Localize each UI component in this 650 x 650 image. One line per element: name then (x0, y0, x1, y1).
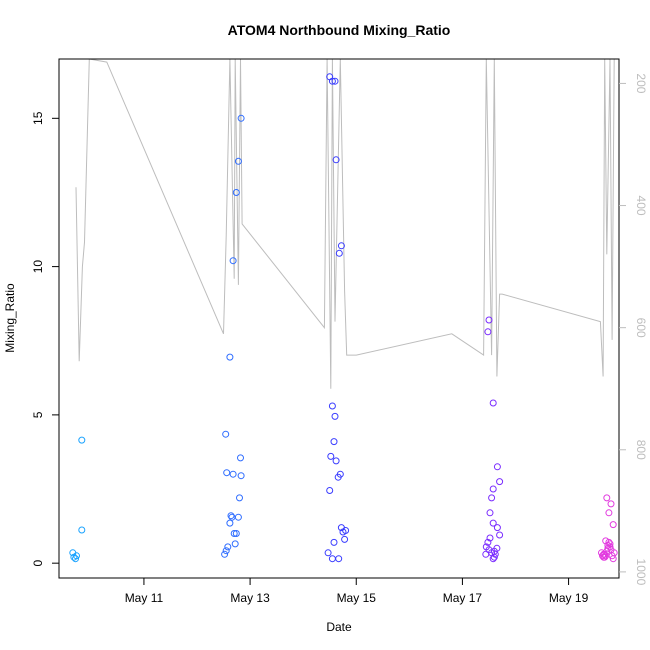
x-tick-label: May 19 (549, 591, 589, 605)
data-point (78, 436, 86, 444)
data-point (328, 77, 336, 85)
data-point (234, 157, 242, 165)
data-point (230, 530, 238, 537)
data-point (486, 534, 494, 542)
chart-title: ATOM4 Northbound Mixing_Ratio (228, 22, 451, 38)
y-tick-label: 0 (31, 560, 45, 567)
data-point (342, 527, 350, 534)
data-point (332, 457, 340, 465)
data-point (491, 550, 499, 558)
data-point (232, 530, 240, 537)
data-point (223, 469, 231, 477)
data-point (496, 531, 504, 539)
data-point (331, 412, 339, 420)
data-point (493, 463, 501, 471)
data-points (69, 73, 618, 563)
data-point (72, 555, 79, 563)
data-point (604, 544, 612, 552)
x-axis: May 11 May 13 May 15 May 17 May 19 (125, 578, 589, 605)
x-axis-title: Date (326, 620, 352, 634)
data-point (229, 470, 237, 478)
data-point (489, 485, 497, 493)
y-tick-label: 5 (31, 411, 45, 418)
data-point (484, 328, 492, 336)
data-point (485, 316, 493, 324)
data-point (231, 540, 239, 548)
data-point (222, 430, 230, 438)
data-point (330, 438, 338, 446)
data-point (227, 512, 235, 520)
data-point (221, 550, 229, 558)
data-point (482, 550, 490, 558)
data-point (496, 478, 504, 486)
y2-tick-label: 1000 (634, 559, 648, 586)
data-point (489, 519, 497, 527)
data-point (226, 353, 234, 361)
data-point (224, 543, 232, 551)
data-point (490, 553, 498, 561)
data-point (341, 535, 349, 543)
data-point (605, 509, 613, 517)
right-axis: 200 400 600 800 1000 (619, 73, 648, 586)
right-axis-series (75, 59, 615, 389)
data-point (609, 521, 617, 529)
plot-frame (58, 58, 620, 579)
data-point (328, 402, 336, 410)
x-tick-label: May 17 (443, 591, 483, 605)
data-point (324, 549, 332, 557)
x-tick-label: May 13 (230, 591, 270, 605)
x-tick-label: May 11 (125, 591, 164, 605)
data-point (335, 249, 343, 257)
data-point (226, 519, 234, 527)
data-point (600, 553, 608, 561)
data-point (610, 549, 618, 557)
data-point (335, 555, 343, 563)
data-point (237, 472, 245, 480)
data-point (484, 538, 492, 546)
data-point (336, 470, 344, 478)
y-tick-label: 10 (31, 260, 45, 274)
y2-tick-label: 400 (634, 196, 648, 216)
data-point (489, 555, 497, 563)
data-point (229, 257, 237, 265)
y2-tick-label: 600 (634, 318, 648, 338)
data-point (78, 526, 86, 534)
data-point (237, 114, 245, 122)
data-point (234, 513, 242, 521)
data-point (73, 552, 80, 560)
data-point (326, 487, 334, 494)
y2-tick-label: 200 (634, 73, 648, 93)
y-tick-label: 15 (31, 111, 45, 125)
y-axis-title: Mixing_Ratio (3, 283, 17, 353)
data-point (493, 524, 501, 532)
data-point (222, 547, 230, 555)
data-point (331, 77, 339, 85)
y-axis: 0 5 10 15 (31, 111, 59, 567)
data-point (237, 454, 244, 462)
data-point (606, 540, 614, 548)
data-point (486, 509, 494, 517)
data-point (337, 242, 345, 250)
y2-tick-label: 800 (634, 440, 648, 460)
right-axis-line (75, 59, 615, 389)
data-point (603, 494, 611, 502)
x-tick-label: May 15 (337, 591, 377, 605)
data-point (332, 156, 340, 164)
data-point (236, 494, 243, 502)
data-point (607, 500, 615, 508)
data-point (328, 555, 336, 563)
data-point (330, 538, 338, 546)
data-point (327, 452, 335, 460)
data-point (232, 189, 240, 196)
data-point (489, 399, 497, 407)
data-point (488, 494, 496, 502)
